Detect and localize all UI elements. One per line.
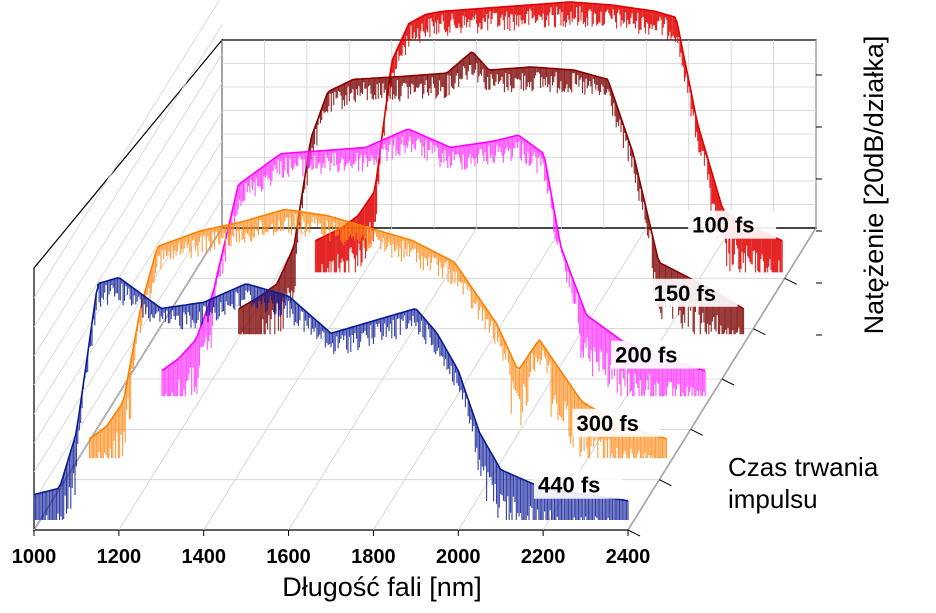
series-labels: 100 fs 150 fs 200 fs 300 fs 440 fs — [534, 210, 777, 499]
series-noise — [33, 277, 629, 520]
series-line — [161, 128, 706, 372]
series-label-bg — [649, 278, 738, 307]
x-tick-label: 2400 — [606, 546, 651, 568]
z-tick — [784, 277, 797, 285]
z-tick — [753, 328, 766, 336]
series-label: 300 fs — [577, 411, 639, 436]
x-tick-label: 1800 — [351, 546, 396, 568]
z-axis-label-line2: impulsu — [728, 484, 818, 514]
side-grid-line — [33, 0, 220, 299]
series-200-fs — [161, 128, 706, 397]
z-tick — [690, 428, 703, 436]
x-tick-label: 2200 — [521, 546, 566, 568]
z-tick — [627, 529, 641, 537]
side-grid-line — [33, 169, 223, 473]
side-grid-line — [33, 53, 223, 357]
x-tick-labels: 1000 1200 1400 1600 1800 2000 2200 2400 — [12, 530, 651, 568]
side-grid-line — [33, 111, 223, 415]
series-label-bg — [611, 340, 700, 369]
series-label: 200 fs — [615, 343, 677, 368]
side-grid-line — [33, 24, 223, 328]
x-axis-label: Długość fali [nm] — [282, 572, 482, 602]
series-440-fs — [33, 277, 629, 520]
x-tick-label: 2000 — [436, 546, 481, 568]
side-grid-line — [33, 140, 223, 444]
series-label: 100 fs — [692, 213, 754, 238]
series-label-bg — [534, 470, 622, 499]
z-tick — [659, 479, 672, 487]
y-axis-label: Natężenie [20dB/działka] — [859, 36, 889, 335]
series-label-bg — [688, 210, 777, 239]
series-label: 150 fs — [654, 281, 716, 306]
x-tick-label: 1600 — [266, 546, 311, 568]
series-label: 440 fs — [538, 473, 600, 498]
side-wall-grid — [33, 0, 223, 531]
series-line — [89, 208, 667, 440]
series-label-bg — [572, 408, 661, 437]
series-line — [238, 51, 745, 310]
series-layer — [33, 1, 783, 520]
z-tick — [721, 378, 735, 386]
series-line — [33, 277, 629, 502]
x-tick-label: 1000 — [12, 546, 57, 568]
z-axis-label-line1: Czas trwania — [728, 452, 879, 482]
series-line — [315, 1, 783, 242]
side-grid-line — [33, 82, 223, 386]
x-tick-label: 1200 — [97, 546, 142, 568]
x-tick-label: 1400 — [181, 546, 226, 568]
